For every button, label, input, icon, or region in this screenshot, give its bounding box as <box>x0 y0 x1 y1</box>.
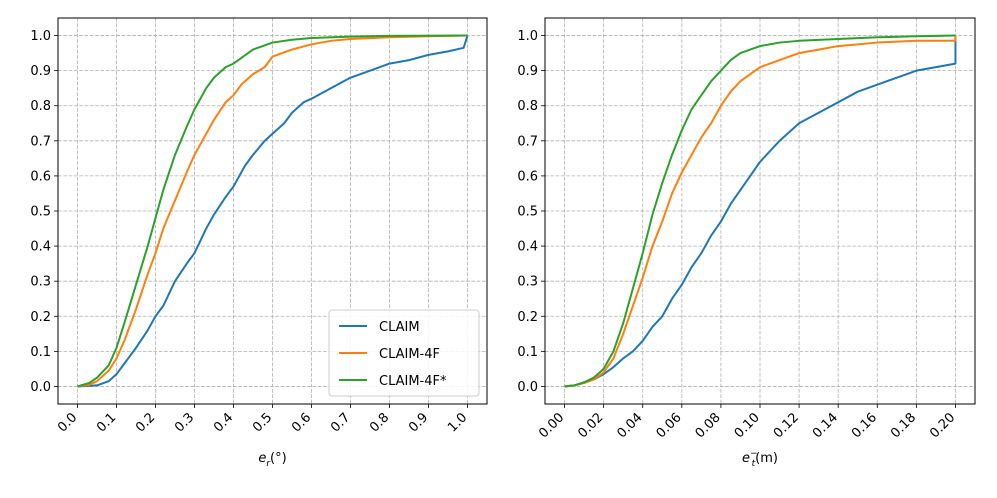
panel1-x-tick-label: 0.06 <box>654 410 685 441</box>
panel1-y-tick-label: 0.7 <box>517 134 538 149</box>
panel1-y-tick-label: 0.5 <box>517 205 538 220</box>
panel0-x-tick-label: 0.5 <box>250 410 275 435</box>
panel1-y-tick-label: 0.0 <box>517 380 538 395</box>
panel0-x-tick-label: 0.8 <box>367 410 392 435</box>
panel1-x-tick-label: 0.16 <box>849 410 880 441</box>
panel0-x-tick-label: 0.0 <box>55 410 80 435</box>
panel1-x-tick-label: 0.08 <box>693 410 724 441</box>
panel1-y-tick-label: 0.1 <box>517 345 538 360</box>
panel1-x-tick-label: 0.02 <box>575 410 606 441</box>
panel0-x-tick-label: 0.7 <box>328 410 353 435</box>
panel1-series <box>564 34 957 388</box>
panel1-y-tick-label: 0.8 <box>517 99 538 114</box>
panel0-legend-box <box>328 309 480 397</box>
panel1-x-tick-label: 0.10 <box>732 410 763 441</box>
panel0-legend-label: CLAIM-4F <box>379 347 440 362</box>
panel1-x-tick-label: 0.14 <box>810 410 841 441</box>
panel0-line-claim-4f <box>77 34 468 388</box>
panel0-x-tick-label: 0.9 <box>406 410 431 435</box>
left-panel-cdf-rotation-error: 0.0 0.1 0.2 0.3 0.4 0.5 0.6 0.7 0.8 0.9 1.0 0.0 0.1 0… <box>30 17 488 469</box>
panel0-legend-label: CLAIM <box>379 320 420 335</box>
panel1-y-tick-label: 0.6 <box>517 169 538 184</box>
panel0-y-tick-label: 0.3 <box>30 275 51 290</box>
panel0-y-tick-label: 0.9 <box>30 64 51 79</box>
panel1-x-axis-label: e− t(m) <box>742 449 778 469</box>
panel1-y-tick-label: 0.2 <box>517 310 538 325</box>
panel1-y-tick-label: 0.3 <box>517 275 538 290</box>
panel0-y-tick-label: 0.8 <box>30 99 51 114</box>
panel1-x-tick-label: 0.04 <box>614 410 645 441</box>
panel1-x-tick-label: 0.20 <box>927 410 958 441</box>
panel1-grid <box>545 18 975 404</box>
panel0-x-tick-label: 1.0 <box>445 410 470 435</box>
panel0-y-tick-label: 0.1 <box>30 345 51 360</box>
panel0-y-tick-label: 0.7 <box>30 134 51 149</box>
panel0-series <box>77 34 469 388</box>
panel0-legend-label: CLAIM-4F* <box>379 374 447 389</box>
panel0-x-tick-label: 0.1 <box>94 410 119 435</box>
panel1-x-tick-label: 0.12 <box>771 410 802 441</box>
panel0-y-tick-label: 0.5 <box>30 205 51 220</box>
panel1-line-claim-4f-star <box>564 34 956 388</box>
panel0-x-tick-label: 0.3 <box>172 410 197 435</box>
panel0-y-tick-label: 0.4 <box>30 240 51 255</box>
panel0-y-tick-label: 0.6 <box>30 169 51 184</box>
panel0-y-tick-label: 0.0 <box>30 380 51 395</box>
panel1-y-tick-label: 1.0 <box>517 29 538 44</box>
panel1-y-tick-label: 0.9 <box>517 64 538 79</box>
panel1-line-claim-4f <box>564 35 957 388</box>
panel0-x-axis-label: er(°) <box>258 451 286 469</box>
panel0-x-tick-label: 0.6 <box>289 410 314 435</box>
panel0-legend: CLAIM CLAIM-4F CLAIM-4F* <box>328 309 480 397</box>
panel0-y-tick-label: 1.0 <box>30 29 51 44</box>
panel0-y-tick-label: 0.2 <box>30 310 51 325</box>
right-panel-cdf-translation-error: 0.00 0.02 0.04 0.06 0.08 0.10 0.12 0.14 0.16 0.18… <box>517 17 976 469</box>
panel1-x-tick-label: 0.18 <box>888 410 919 441</box>
panel1-x-tick-label: 0.00 <box>536 410 567 441</box>
panel1-y-tick-label: 0.4 <box>517 240 538 255</box>
panel1-line-claim <box>564 35 957 388</box>
panel0-line-claim-4f-star <box>77 34 468 388</box>
panel0-line-claim <box>77 35 469 388</box>
panel0-x-tick-label: 0.2 <box>133 410 158 435</box>
panel0-x-tick-label: 0.4 <box>211 410 236 435</box>
